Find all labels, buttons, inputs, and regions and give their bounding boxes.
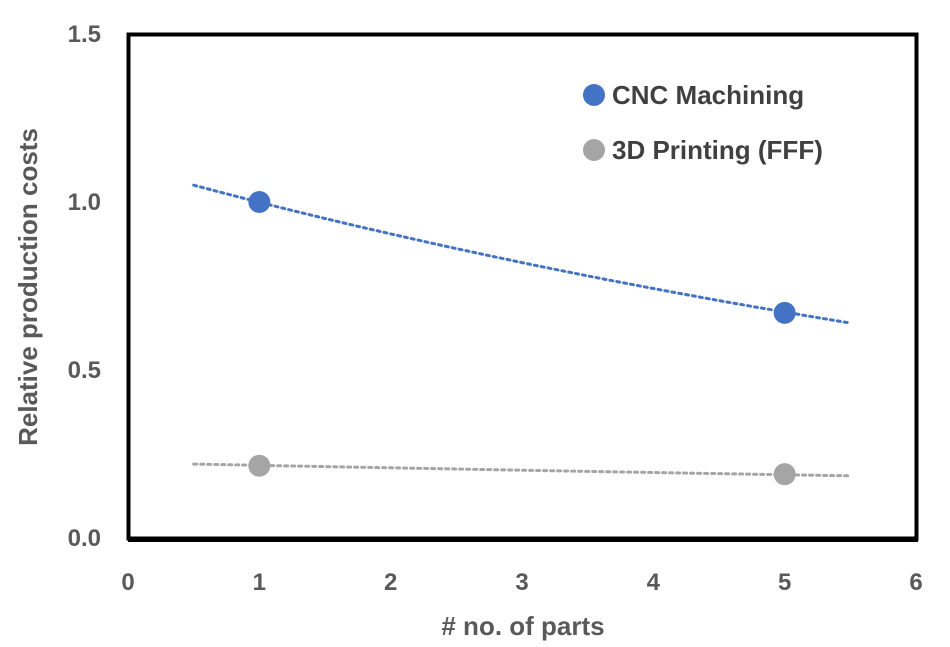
data-point: [773, 463, 796, 486]
x-axis-title: # no. of parts: [441, 611, 604, 641]
legend: CNC Machining 3D Printing (FFF): [583, 80, 823, 165]
legend-label: 3D Printing (FFF): [612, 135, 823, 165]
x-tick-label: 4: [647, 569, 661, 596]
trendlines: [192, 183, 852, 478]
y-tick-label: 1.0: [68, 189, 101, 216]
x-tick-label: 2: [384, 569, 397, 596]
x-tick-label: 3: [515, 569, 528, 596]
data-point: [248, 454, 271, 477]
x-tick-label: 5: [778, 569, 791, 596]
trendline: [192, 183, 852, 325]
y-tick-labels: 0.0 0.5 1.0 1.5: [68, 21, 101, 552]
x-tick-label: 1: [253, 569, 266, 596]
data-point: [773, 301, 796, 324]
y-tick-label: 1.5: [68, 21, 101, 48]
data-points: [248, 191, 796, 486]
trendline: [192, 462, 852, 478]
y-tick-label: 0.5: [68, 357, 101, 384]
x-tick-label: 0: [121, 569, 134, 596]
data-point: [248, 191, 271, 213]
plot-area-frame: [126, 32, 919, 541]
x-tick-labels: 0 1 2 3 4 5 6: [121, 569, 922, 596]
y-axis-title: Relative production costs: [13, 128, 43, 446]
legend-marker: [583, 84, 605, 106]
legend-label: CNC Machining: [612, 80, 804, 110]
x-tick-label: 6: [909, 569, 922, 596]
legend-marker: [583, 139, 605, 161]
y-tick-label: 0.0: [68, 525, 101, 552]
